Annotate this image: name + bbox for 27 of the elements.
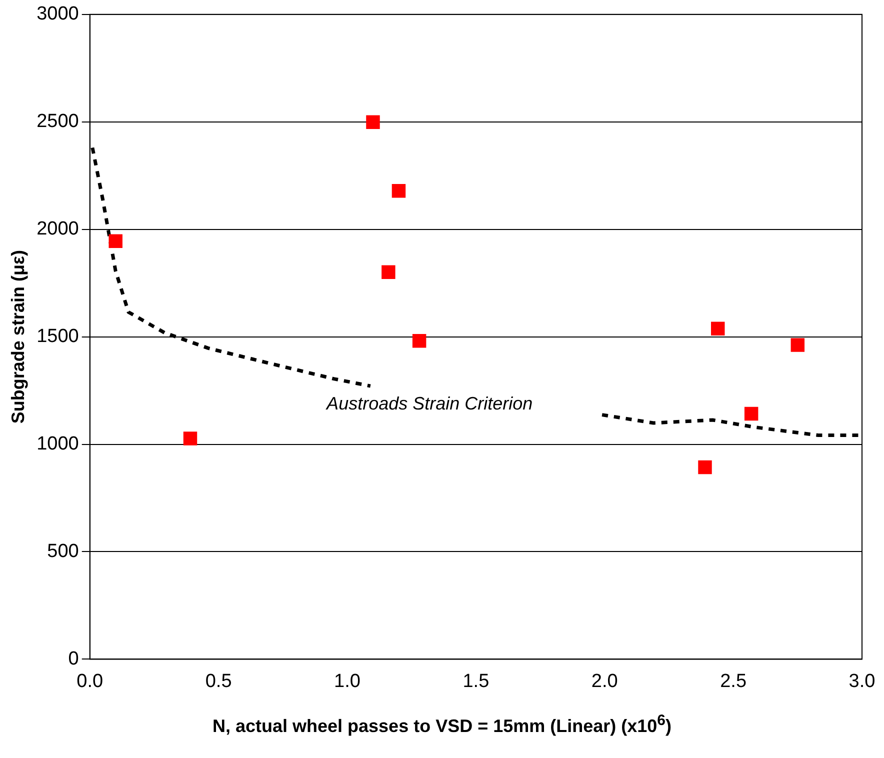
y-tick-label: 1500 — [36, 326, 79, 348]
x-tick-label: 0.5 — [205, 670, 232, 692]
x-axis-title: N, actual wheel passes to VSD = 15mm (Linear) (x10$^{6}$) — [211, 712, 673, 737]
x-tick-label: 0.0 — [76, 670, 104, 692]
point — [711, 322, 725, 336]
x-tick-label: 1.5 — [462, 670, 490, 692]
y-tick-label: 2000 — [36, 218, 79, 240]
y-tick-label: 0 — [68, 648, 79, 670]
point — [382, 265, 396, 279]
y-tick-label: 2500 — [36, 111, 79, 132]
annotation: Austroads Strain Criterion — [326, 394, 533, 414]
x-tick-label: 2.0 — [591, 670, 618, 692]
point — [108, 234, 122, 248]
x-tick-label: 3.0 — [848, 670, 876, 692]
point — [183, 432, 198, 446]
point — [744, 406, 758, 421]
y-tick-label: 1000 — [36, 434, 79, 454]
y-tick-label: 3000 — [36, 4, 79, 25]
point — [392, 184, 406, 198]
y-tick-label: 500 — [47, 540, 79, 562]
point — [366, 115, 380, 129]
x-tick-label: 1.0 — [334, 670, 360, 692]
point — [698, 460, 712, 474]
point — [790, 338, 805, 352]
x-tick-label: 2.5 — [720, 670, 747, 692]
point — [412, 334, 426, 348]
y-axis-title: Subgrade strain (με) — [8, 250, 28, 424]
